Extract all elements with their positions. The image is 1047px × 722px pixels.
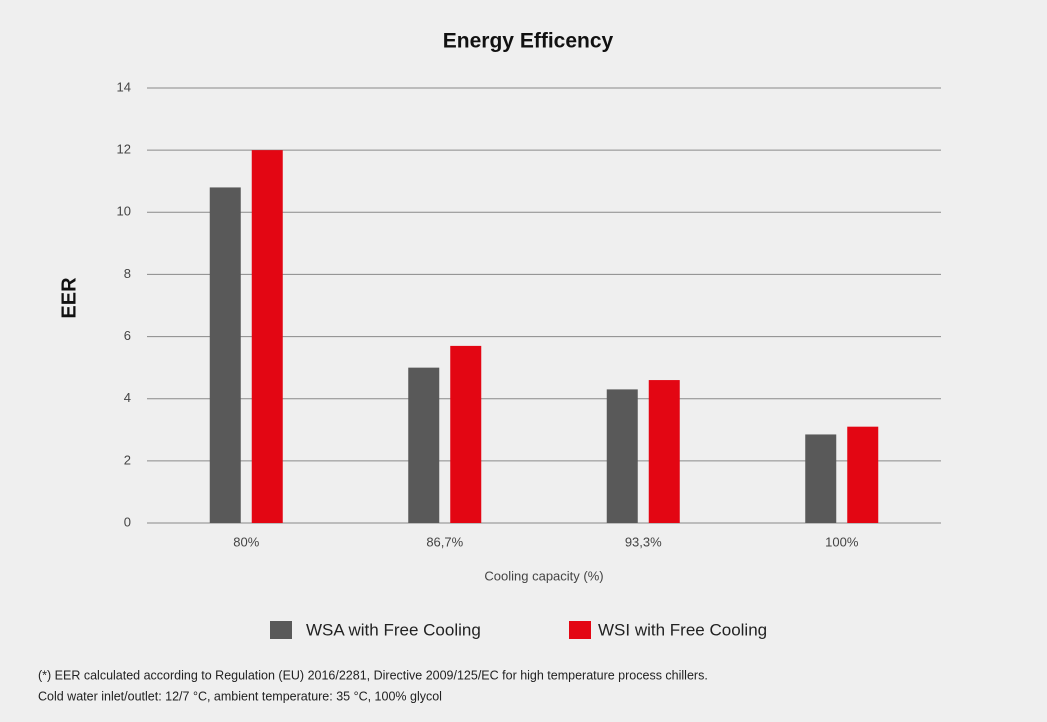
y-tick-label: 10 <box>117 204 131 219</box>
y-tick-label: 8 <box>124 266 131 281</box>
footnote: (*) EER calculated according to Regulati… <box>38 668 708 682</box>
x-tick-label: 86,7% <box>426 534 463 549</box>
x-tick-label: 80% <box>233 534 259 549</box>
bar <box>408 367 440 523</box>
legend-label: WSI with Free Cooling <box>598 620 767 639</box>
legend-swatch <box>569 621 591 639</box>
y-tick-label: 12 <box>117 142 131 157</box>
bar <box>606 389 638 523</box>
footnote: Cold water inlet/outlet: 12/7 °C, ambien… <box>38 689 442 703</box>
bar <box>805 434 837 523</box>
chart-title: Energy Efficency <box>443 30 614 53</box>
y-axis-label: EER <box>58 277 80 319</box>
y-tick-label: 14 <box>117 79 131 94</box>
bar <box>209 187 241 523</box>
legend-swatch <box>270 621 292 639</box>
bar <box>648 380 680 523</box>
y-tick-label: 4 <box>124 390 131 405</box>
x-tick-label: 93,3% <box>625 534 662 549</box>
x-tick-label: 100% <box>825 534 859 549</box>
bar <box>251 150 283 523</box>
x-axis-label: Cooling capacity (%) <box>484 568 603 583</box>
legend-label: WSA with Free Cooling <box>306 620 481 639</box>
bar <box>450 345 482 523</box>
y-tick-label: 2 <box>124 452 131 467</box>
y-tick-label: 0 <box>124 514 131 529</box>
bar <box>847 426 879 523</box>
y-tick-label: 6 <box>124 328 131 343</box>
